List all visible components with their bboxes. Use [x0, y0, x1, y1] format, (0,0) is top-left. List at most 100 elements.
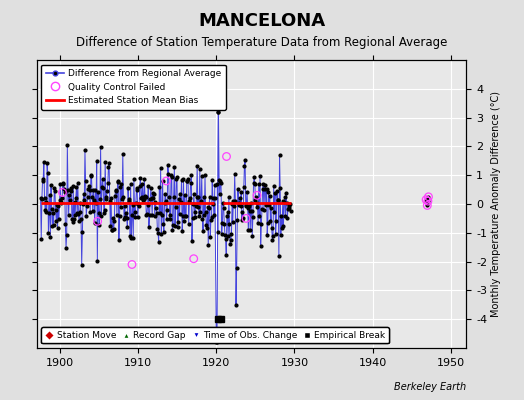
Point: [170, 164, 179, 170]
Point: [173, 174, 181, 180]
Point: [424, 198, 432, 204]
Point: [128, 261, 136, 268]
Point: [69, 183, 78, 189]
Point: [268, 225, 276, 232]
Point: [100, 207, 108, 213]
Point: [52, 218, 60, 224]
Point: [266, 218, 275, 224]
Point: [61, 221, 70, 228]
Point: [198, 216, 206, 222]
Point: [98, 184, 106, 190]
Point: [146, 195, 155, 202]
Point: [124, 185, 132, 191]
Point: [169, 194, 178, 200]
Point: [202, 222, 211, 228]
Point: [129, 234, 137, 241]
Point: [266, 193, 274, 199]
Point: [134, 214, 142, 220]
Point: [258, 206, 266, 213]
Point: [75, 218, 83, 224]
Point: [136, 174, 145, 181]
Point: [159, 221, 168, 228]
Point: [174, 219, 182, 225]
Point: [172, 175, 180, 182]
Point: [168, 174, 176, 180]
Point: [142, 212, 150, 218]
Point: [184, 176, 192, 183]
Point: [120, 216, 128, 222]
Point: [247, 200, 255, 206]
Point: [238, 217, 246, 223]
Point: [111, 192, 119, 199]
Point: [83, 203, 91, 210]
Point: [99, 176, 107, 182]
Point: [80, 197, 89, 204]
Point: [89, 208, 97, 214]
Point: [242, 202, 250, 208]
Text: Berkeley Earth: Berkeley Earth: [394, 382, 466, 392]
Point: [115, 237, 123, 244]
Point: [180, 218, 188, 224]
Point: [44, 230, 52, 236]
Point: [187, 172, 195, 179]
Point: [37, 236, 46, 242]
Point: [236, 195, 244, 201]
Point: [93, 258, 102, 265]
Point: [274, 196, 282, 203]
Point: [130, 176, 138, 182]
Point: [208, 214, 216, 220]
Point: [95, 222, 104, 228]
Point: [283, 215, 291, 221]
Point: [422, 196, 430, 203]
Point: [91, 186, 100, 193]
Point: [184, 221, 193, 228]
Point: [102, 194, 111, 200]
Point: [158, 178, 167, 184]
Point: [143, 211, 151, 217]
Point: [215, 176, 223, 183]
Point: [185, 198, 193, 205]
Point: [239, 184, 248, 190]
Point: [238, 208, 247, 215]
Point: [247, 208, 256, 214]
Point: [227, 231, 236, 238]
Point: [287, 208, 295, 214]
Point: [39, 176, 47, 182]
Point: [271, 190, 279, 196]
Point: [277, 232, 285, 238]
Point: [109, 215, 117, 221]
Point: [214, 229, 222, 236]
Point: [150, 213, 159, 219]
Point: [192, 203, 200, 210]
Point: [203, 204, 212, 211]
Point: [68, 219, 77, 225]
Point: [155, 183, 163, 190]
Point: [154, 230, 162, 236]
Point: [256, 172, 264, 179]
Point: [208, 176, 216, 183]
Point: [49, 210, 57, 216]
Point: [165, 193, 173, 200]
Point: [240, 163, 248, 169]
Point: [88, 172, 96, 178]
Point: [192, 194, 201, 200]
Point: [121, 202, 129, 209]
Point: [218, 220, 226, 227]
Point: [167, 172, 175, 178]
Point: [245, 208, 254, 214]
Point: [255, 181, 263, 188]
Point: [239, 214, 247, 221]
Point: [269, 233, 277, 239]
Point: [49, 222, 58, 228]
Point: [64, 212, 73, 218]
Point: [253, 192, 261, 198]
Y-axis label: Monthly Temperature Anomaly Difference (°C): Monthly Temperature Anomaly Difference (…: [492, 91, 501, 317]
Point: [279, 223, 288, 229]
Point: [94, 210, 103, 216]
Point: [217, 230, 226, 237]
Point: [212, 339, 221, 346]
Point: [148, 212, 156, 218]
Point: [58, 194, 67, 201]
Point: [215, 191, 224, 197]
Point: [246, 226, 255, 233]
